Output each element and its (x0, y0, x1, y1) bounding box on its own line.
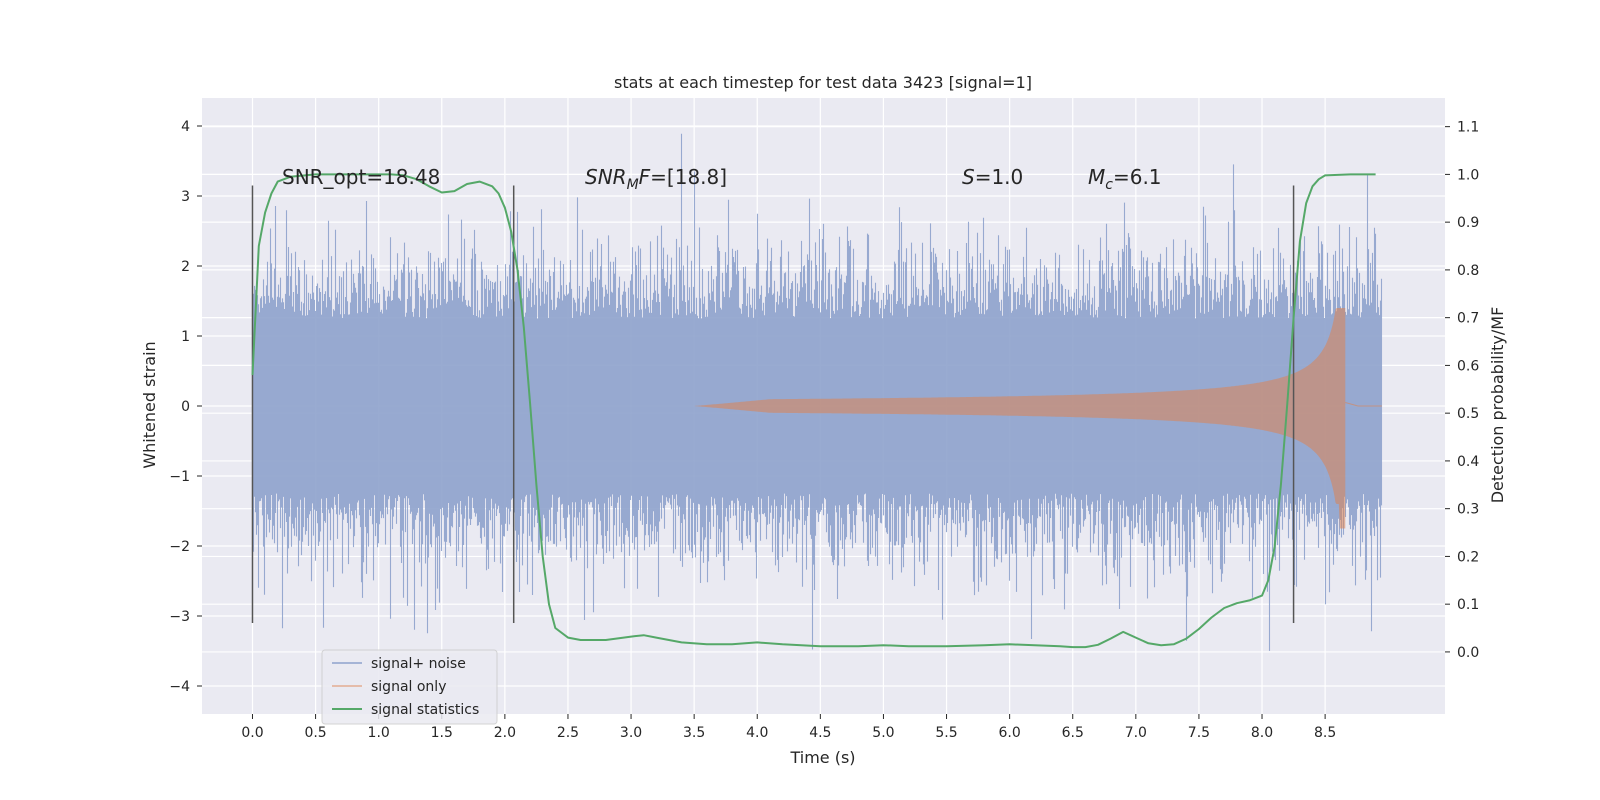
x-tick-label: 2.5 (557, 725, 579, 741)
x-tick-label: 8.5 (1314, 725, 1336, 741)
legend-label-signal: signal only (371, 679, 446, 695)
y-left-tick-label: 1 (181, 329, 190, 345)
legend-label-stats: signal statistics (371, 702, 479, 718)
y-right-tick-label: 0.6 (1457, 358, 1479, 374)
signal-only-envelope (694, 308, 1346, 529)
x-tick-label: 0.5 (304, 725, 326, 741)
y-right-tick-label: 1.1 (1457, 120, 1479, 136)
vertical-lines (251, 185, 1295, 623)
x-tick-label: 2.0 (494, 725, 516, 741)
y-right-tick-label: 0.1 (1457, 597, 1479, 613)
x-tick-label: 8.0 (1251, 725, 1273, 741)
annotation-snr-opt: SNR_opt=18.48 (282, 165, 440, 189)
y-left-tick-label: 2 (181, 259, 190, 275)
x-tick-label: 5.0 (872, 725, 894, 741)
x-tick-label: 0.0 (241, 725, 263, 741)
y-right-tick-label: 0.0 (1457, 645, 1479, 661)
x-tick-label: 1.0 (368, 725, 390, 741)
x-tick-label: 6.5 (1062, 725, 1084, 741)
y-right-tick-label: 1.0 (1457, 167, 1479, 183)
legend-label-noise: signal+ noise (371, 656, 466, 672)
y-right-tick-label: 0.9 (1457, 215, 1479, 231)
chart-title: stats at each timestep for test data 342… (614, 73, 1032, 92)
x-tick-label: 3.0 (620, 725, 642, 741)
y-left-tick-label: 0 (181, 399, 190, 415)
y-right-tick-label: 0.4 (1457, 454, 1479, 470)
y-right-tick-label: 0.3 (1457, 502, 1479, 518)
x-tick-label: 6.0 (999, 725, 1021, 741)
x-tick-label: 7.5 (1188, 725, 1210, 741)
y-left-tick-label: −1 (169, 469, 190, 485)
legend-box (321, 649, 498, 725)
signal-only-series (694, 308, 1382, 529)
signal-statistics-series (251, 173, 1376, 649)
tick-labels: 0.0 0.5 1.0 1.5 2.0 2.5 3.0 3.5 4.0 4.5 5.0 5.5 6.0 6… (169, 119, 1479, 741)
x-tick-label: 5.5 (935, 725, 957, 741)
x-tick-label: 4.5 (809, 725, 831, 741)
y-right-tick-label: 0.5 (1457, 406, 1479, 422)
y-left-tick-label: −4 (169, 679, 190, 695)
x-axis-label: Time (s) (789, 748, 855, 767)
y-axis-label-right: Detection probability/MF (1488, 307, 1507, 504)
y-left-tick-label: 4 (181, 119, 190, 135)
annotation-snr-mf: SNRMF=[18.8] (585, 165, 727, 193)
annotations: SNR_opt=18.48 SNRMF=[18.8] S=1.0 Mc=6.1 (282, 165, 1162, 193)
x-tick-label: 7.0 (1125, 725, 1147, 741)
y-left-tick-label: −3 (169, 609, 190, 625)
y-right-tick-label: 0.8 (1457, 263, 1479, 279)
annotation-mc: Mc=6.1 (1088, 165, 1162, 193)
x-tick-label: 4.0 (746, 725, 768, 741)
y-right-tick-label: 0.2 (1457, 549, 1479, 565)
signal-only-ringdown (1345, 402, 1382, 407)
annotation-s: S=1.0 (962, 165, 1023, 189)
x-tick-label: 3.5 (683, 725, 705, 741)
y-right-tick-label: 0.7 (1457, 311, 1479, 327)
x-tick-label: 1.5 (431, 725, 453, 741)
y-axis-label-left: Whitened strain (140, 341, 159, 468)
legend: signal+ noise signal only signal statist… (321, 649, 498, 725)
signal-statistics-line (251, 173, 1376, 649)
y-left-tick-label: 3 (181, 189, 190, 205)
y-left-tick-label: −2 (169, 539, 190, 555)
